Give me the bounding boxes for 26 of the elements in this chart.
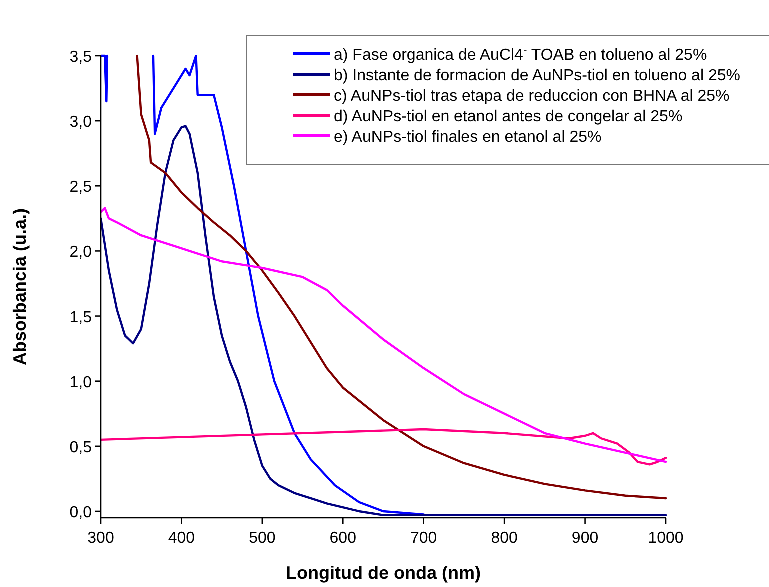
line-series [101, 428, 668, 466]
x-tick-label: 300 [88, 530, 114, 547]
legend-label: c) AuNPs-tiol tras etapa de reduccion con BHNA al 25% [334, 88, 730, 105]
y-tick-label: 3,5 [70, 49, 92, 66]
line-series [101, 207, 668, 464]
x-tick-label: 400 [168, 530, 196, 547]
legend-label: b) Instante de formacion de AuNPs-tiol en tolueno al 25% [334, 68, 740, 84]
y-tick-label: 0,5 [70, 439, 92, 456]
y-tick-label: 0,0 [70, 504, 92, 522]
x-tick-label: 500 [249, 530, 276, 547]
x-axis-title: Longitud de onda (nm) [286, 563, 481, 583]
y-axis-title: Absorbancia (u.a.) [10, 208, 30, 366]
x-tick-label: 600 [330, 530, 357, 547]
x-tick-label: 1000 [648, 530, 684, 547]
y-tick-label: 3,0 [70, 114, 92, 132]
x-tick-label: 900 [572, 530, 599, 547]
y-tick-label: 1,0 [70, 374, 92, 392]
legend-label: a) Fase organica de AuCl4$^{-}$ TOAB en tolueno al 25% [334, 45, 708, 64]
y-tick-label: 1,5 [70, 309, 92, 326]
x-tick-label: 800 [491, 530, 518, 547]
legend-label: e) AuNPs-tiol finales en etanol al 25% [334, 129, 602, 146]
x-tick-label: 700 [410, 530, 438, 547]
line-series [101, 125, 668, 516]
legend-label: d) AuNPs-tiol en etanol antes de congelar al 25% [334, 108, 683, 126]
y-tick-label: 2,5 [70, 179, 92, 196]
y-tick-label: 2,0 [70, 244, 92, 262]
